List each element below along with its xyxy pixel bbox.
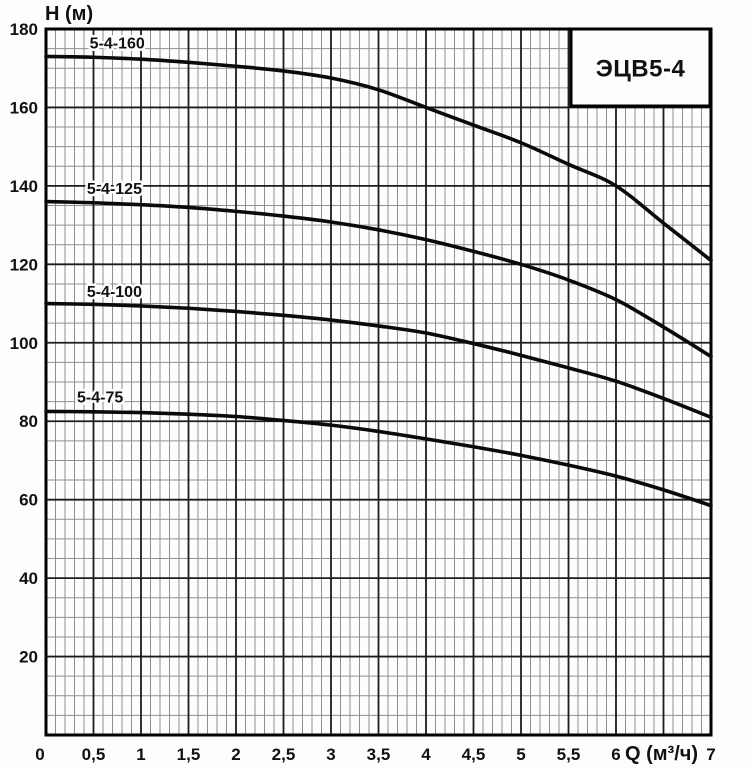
x-tick-label-10: 5	[516, 745, 525, 764]
curve-label-1: 5-4-125	[87, 181, 142, 198]
y-tick-label-6: 140	[10, 177, 38, 196]
grid-major-lines	[46, 29, 711, 735]
model-box-label: ЭЦВ5-4	[596, 56, 686, 83]
curve-5-4-100	[44, 301, 713, 420]
x-tick-label-5: 2,5	[272, 745, 296, 764]
curve-label-0: 5-4-160	[90, 36, 145, 53]
y-tick-label-0: 20	[19, 648, 38, 667]
x-tick-labels: 0 0,5 1 1,5 2 2,5 3 3,5 4 4,5 5 5,5 6 7	[35, 745, 715, 764]
curve-label-2: 5-4-100	[87, 284, 142, 301]
x-tick-label-6: 3	[326, 745, 335, 764]
x-tick-label-2: 1	[136, 745, 145, 764]
x-tick-label-7: 3,5	[367, 745, 391, 764]
curve-5-4-75	[44, 409, 713, 508]
y-tick-label-4: 100	[10, 334, 38, 353]
model-box	[569, 27, 712, 108]
x-tick-label-12: 6	[611, 745, 620, 764]
y-tick-label-8: 180	[10, 20, 38, 39]
pump-curves	[44, 54, 713, 508]
y-tick-label-1: 40	[19, 569, 38, 588]
y-tick-label-3: 80	[19, 412, 38, 431]
y-tick-label-7: 160	[10, 98, 38, 117]
x-tick-label-8: 4	[421, 745, 431, 764]
y-tick-labels: 20 40 60 80 100 120 140 160 180	[10, 20, 38, 667]
y-tick-label-5: 120	[10, 255, 38, 274]
y-tick-label-2: 60	[19, 491, 38, 510]
x-tick-label-1: 0,5	[82, 745, 106, 764]
curve-5-4-160	[44, 54, 713, 263]
curve-label-3: 5-4-75	[77, 390, 123, 407]
x-tick-label-11: 5,5	[557, 745, 581, 764]
curve-5-4-125	[44, 199, 713, 359]
x-axis-title: Q (м³/ч)	[625, 743, 698, 765]
y-axis-title: H (м)	[45, 3, 93, 25]
x-tick-label-0: 0	[35, 745, 44, 764]
x-tick-label-3: 1,5	[177, 745, 201, 764]
plot-border	[44, 27, 713, 737]
x-tick-label-13: 7	[706, 745, 715, 764]
curve-labels: 5-4-160 5-4-125 5-4-100 5-4-75	[75, 33, 148, 409]
x-tick-label-9: 4,5	[462, 745, 486, 764]
x-tick-label-4: 2	[231, 745, 240, 764]
